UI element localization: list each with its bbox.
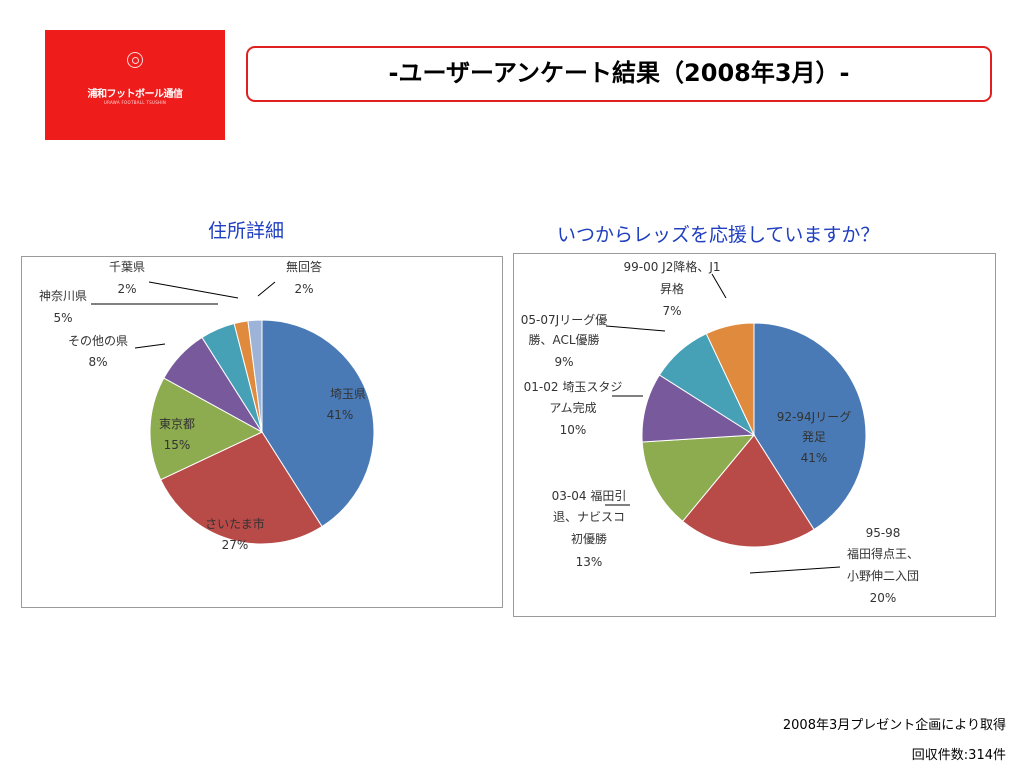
- chart2-slice-label-5: 99-00 J2降格、J1: [623, 259, 720, 274]
- chart1-pct-label-3: 8%: [88, 355, 107, 369]
- chart1-slice-label-6: 無回答: [286, 259, 322, 274]
- chart2-slice-label-0: 92-94Jリーグ: [777, 410, 851, 424]
- logo: 浦和フットボール通信 URAWA FOOTBALL TSUSHIN: [45, 30, 225, 140]
- chart2-slice-label-2: 03-04 福田引: [552, 488, 627, 503]
- chart2-pct-label-3: 10%: [560, 423, 587, 437]
- chart2-pct-label-0: 41%: [801, 451, 828, 465]
- chart2-slice-label-2: 退、ナビスコ: [553, 510, 625, 524]
- chart2-pct-label-5: 7%: [662, 304, 681, 318]
- logo-text: 浦和フットボール通信: [87, 89, 184, 100]
- chart1-slice-label-1: さいたま市: [205, 516, 265, 531]
- chart2-slice-label-1: 小野伸二入団: [847, 569, 919, 583]
- chart2-slice-label-3: 01-02 埼玉スタジ: [524, 380, 623, 394]
- chart1-slice-2: [149, 377, 264, 481]
- chart1-pct-label-1: 27%: [222, 538, 249, 552]
- chart2-slice-label-0: 発足: [802, 430, 826, 444]
- chart1-slice-label-4: 神奈川県: [39, 289, 87, 303]
- chart1-pct-label-5: 2%: [117, 282, 136, 296]
- chart2-pct-label-2: 13%: [576, 555, 603, 569]
- chart2-slice-label-1: 福田得点王、: [847, 546, 919, 561]
- logo-subtext: URAWA FOOTBALL TSUSHIN: [103, 100, 167, 105]
- emblem-icon: [127, 52, 143, 68]
- chart1-slice-label-5: 千葉県: [109, 260, 145, 274]
- chart2-slice-2: [641, 434, 756, 523]
- chart2-pct-label-4: 9%: [554, 355, 573, 369]
- chart1-slice-6: [247, 319, 263, 433]
- chart1-slice-0: [261, 319, 375, 528]
- chart2-slice-1: [681, 434, 815, 548]
- chart2-slice-label-4: 勝、ACL優勝: [528, 332, 599, 347]
- chart2-slice-label-1: 95-98: [866, 526, 901, 540]
- chart2-title: いつからレッズを応援していますか？: [557, 224, 880, 246]
- chart1-pct-label-2: 15%: [164, 438, 191, 452]
- chart1-title: 住所詳細: [208, 220, 285, 242]
- chart2-leader-4: [605, 325, 666, 332]
- chart1-slice-1: [159, 431, 323, 545]
- chart2-pct-label-1: 20%: [870, 591, 897, 605]
- chart2-slice-label-5: 昇格: [660, 281, 684, 296]
- chart2-slice-0: [753, 322, 867, 531]
- chart2-slice-label-2: 初優勝: [571, 531, 607, 546]
- chart2-leader-1: [749, 566, 841, 574]
- chart1-pct-label-0: 41%: [327, 408, 354, 422]
- chart2-slice-label-4: 05-07Jリーグ優: [521, 313, 607, 327]
- chart2-slice-5: [705, 322, 755, 436]
- page-title: -ユーザーアンケート結果（2008年3月）-: [388, 58, 850, 87]
- footnote-count: 回収件数:314件: [911, 748, 1006, 763]
- chart1-slice-label-2: 東京都: [159, 417, 195, 431]
- title-banner: -ユーザーアンケート結果（2008年3月）-: [246, 46, 992, 102]
- chart1-slice-label-3: その他の県: [68, 334, 128, 348]
- chart1-leader-3: [134, 343, 166, 349]
- chart1-leader-5: [148, 281, 239, 299]
- chart1-pct-label-4: 5%: [53, 311, 72, 325]
- chart1-slice-label-0: 埼玉県: [330, 387, 366, 401]
- chart1-pct-label-6: 2%: [294, 282, 313, 296]
- footnote-source: 2008年3月プレゼント企画により取得: [782, 718, 1006, 733]
- chart2-slice-label-3: アム完成: [549, 400, 596, 415]
- chart1-leader-6: [257, 281, 276, 297]
- chart2-leader-5: [711, 273, 727, 299]
